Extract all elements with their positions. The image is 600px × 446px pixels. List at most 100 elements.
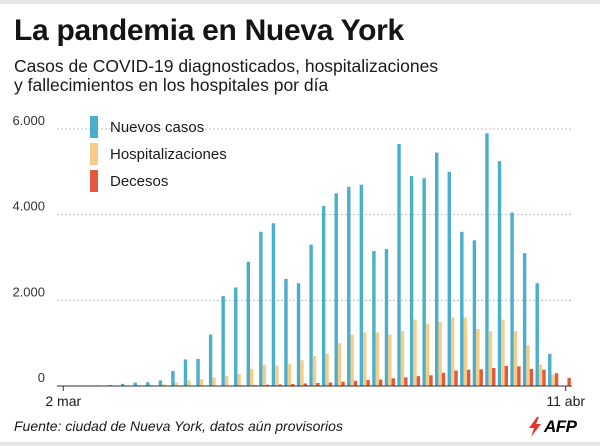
chart-subtitle: Casos de COVID-19 diagnosticados, hospit… (14, 57, 474, 95)
page-title: La pandemia en Nueva York (14, 14, 404, 47)
bar-cases (359, 184, 364, 386)
bar-cases (196, 359, 200, 386)
bar-hospitalizations (162, 384, 166, 386)
bar-deaths (291, 384, 295, 386)
bar-deaths (278, 384, 282, 386)
bar-cases (146, 382, 150, 386)
bar-hospitalizations (350, 334, 354, 386)
bar-deaths (353, 380, 358, 386)
bar-deaths (554, 373, 559, 386)
bar-cases (309, 244, 313, 386)
bar-cases (120, 383, 125, 386)
bar-cases (284, 278, 288, 386)
bar-deaths (316, 383, 320, 386)
bar-hospitalizations (337, 343, 342, 386)
bar-deaths (341, 381, 345, 386)
bar-cases (234, 287, 238, 386)
bar-deaths (265, 384, 270, 386)
bar-hospitalizations (501, 319, 505, 386)
bar-deaths (404, 377, 408, 386)
bar-cases (422, 178, 426, 386)
bar-deaths (303, 383, 308, 386)
logo-text: AFP (544, 417, 577, 436)
source-note: Fuente: ciudad de Nueva York, datos aún … (14, 418, 343, 434)
bar-hospitalizations (312, 356, 317, 386)
legend-label: Hospitalizaciones (110, 146, 227, 163)
bar-cases (133, 382, 137, 386)
subtitle-line-2: y fallecimientos en los hospitales por d… (14, 75, 329, 95)
bar-cases (347, 186, 351, 386)
bar-deaths (441, 372, 446, 386)
y-tick-label: 6.000 (12, 113, 45, 128)
bar-cases (171, 371, 175, 386)
bar-cases (334, 193, 338, 386)
bar-deaths (504, 365, 509, 386)
afp-logo: AFP (528, 416, 577, 438)
bottom-rule (0, 442, 600, 446)
bar-deaths (391, 378, 395, 386)
bar-hospitalizations (413, 319, 417, 386)
bar-hospitalizations (325, 353, 329, 386)
bar-cases (246, 261, 250, 386)
bar-cases (208, 334, 213, 386)
bar-hospitalizations (275, 365, 279, 386)
bar-cases (485, 133, 489, 386)
bar-hospitalizations (538, 364, 543, 386)
bar-cases (548, 353, 552, 387)
subtitle-line-1: Casos de COVID-19 diagnosticados, hospit… (14, 56, 439, 76)
bar-hospitalizations (513, 331, 518, 386)
bar-deaths (366, 380, 370, 386)
bar-hospitalizations (250, 368, 254, 386)
bar-deaths (416, 376, 421, 386)
bar-cases (397, 143, 401, 386)
bar-hospitalizations (199, 379, 204, 386)
bar-deaths (479, 369, 483, 387)
bar-deaths (492, 368, 496, 386)
bar-cases (447, 171, 451, 386)
bar-deaths (328, 382, 333, 386)
axis-layer: 0 2.000 4.000 6.000 2 mar 11 abr (12, 113, 585, 409)
bar-hospitalizations (488, 331, 493, 386)
legend: Nuevos casos Hospitalizaciones Decesos (90, 116, 227, 192)
bar-hospitalizations (187, 380, 191, 386)
legend-swatch (90, 170, 98, 192)
bar-cases (183, 359, 188, 386)
bar-cases (472, 240, 477, 386)
bar-hospitalizations (375, 332, 379, 386)
top-rule (0, 0, 600, 4)
bar-deaths (454, 370, 458, 386)
bar-hospitalizations (300, 360, 304, 386)
bar-cases (409, 176, 414, 386)
x-tick-label: 11 abr (546, 393, 585, 409)
bar-hospitalizations (450, 317, 455, 386)
bar-hospitalizations (224, 375, 229, 386)
y-tick-label: 4.000 (12, 199, 45, 214)
legend-swatch (90, 116, 98, 138)
bar-hospitalizations (476, 329, 480, 386)
bar-hospitalizations (149, 384, 153, 386)
bar-deaths (517, 366, 521, 386)
bar-deaths (529, 368, 534, 386)
y-tick-label: 2.000 (12, 284, 45, 299)
bar-hospitalizations (237, 374, 241, 386)
bar-cases (535, 283, 539, 386)
bar-layer (58, 133, 571, 387)
bar-cases (259, 231, 263, 386)
bar-hospitalizations (174, 382, 179, 386)
bar-cases (321, 206, 326, 386)
bar-hospitalizations (425, 323, 430, 386)
bar-hospitalizations (438, 321, 442, 386)
bar-cases (296, 283, 301, 386)
bar-hospitalizations (388, 334, 392, 386)
bar-deaths (379, 379, 383, 386)
bar-hospitalizations (463, 317, 467, 386)
legend-label: Nuevos casos (110, 119, 204, 136)
bar-deaths (429, 375, 433, 386)
bar-cases (435, 152, 439, 386)
bar-cases (497, 161, 502, 387)
bar-deaths (466, 369, 471, 386)
bar-hospitalizations (400, 331, 405, 386)
bar-cases (221, 296, 225, 386)
bar-cases (510, 212, 514, 386)
